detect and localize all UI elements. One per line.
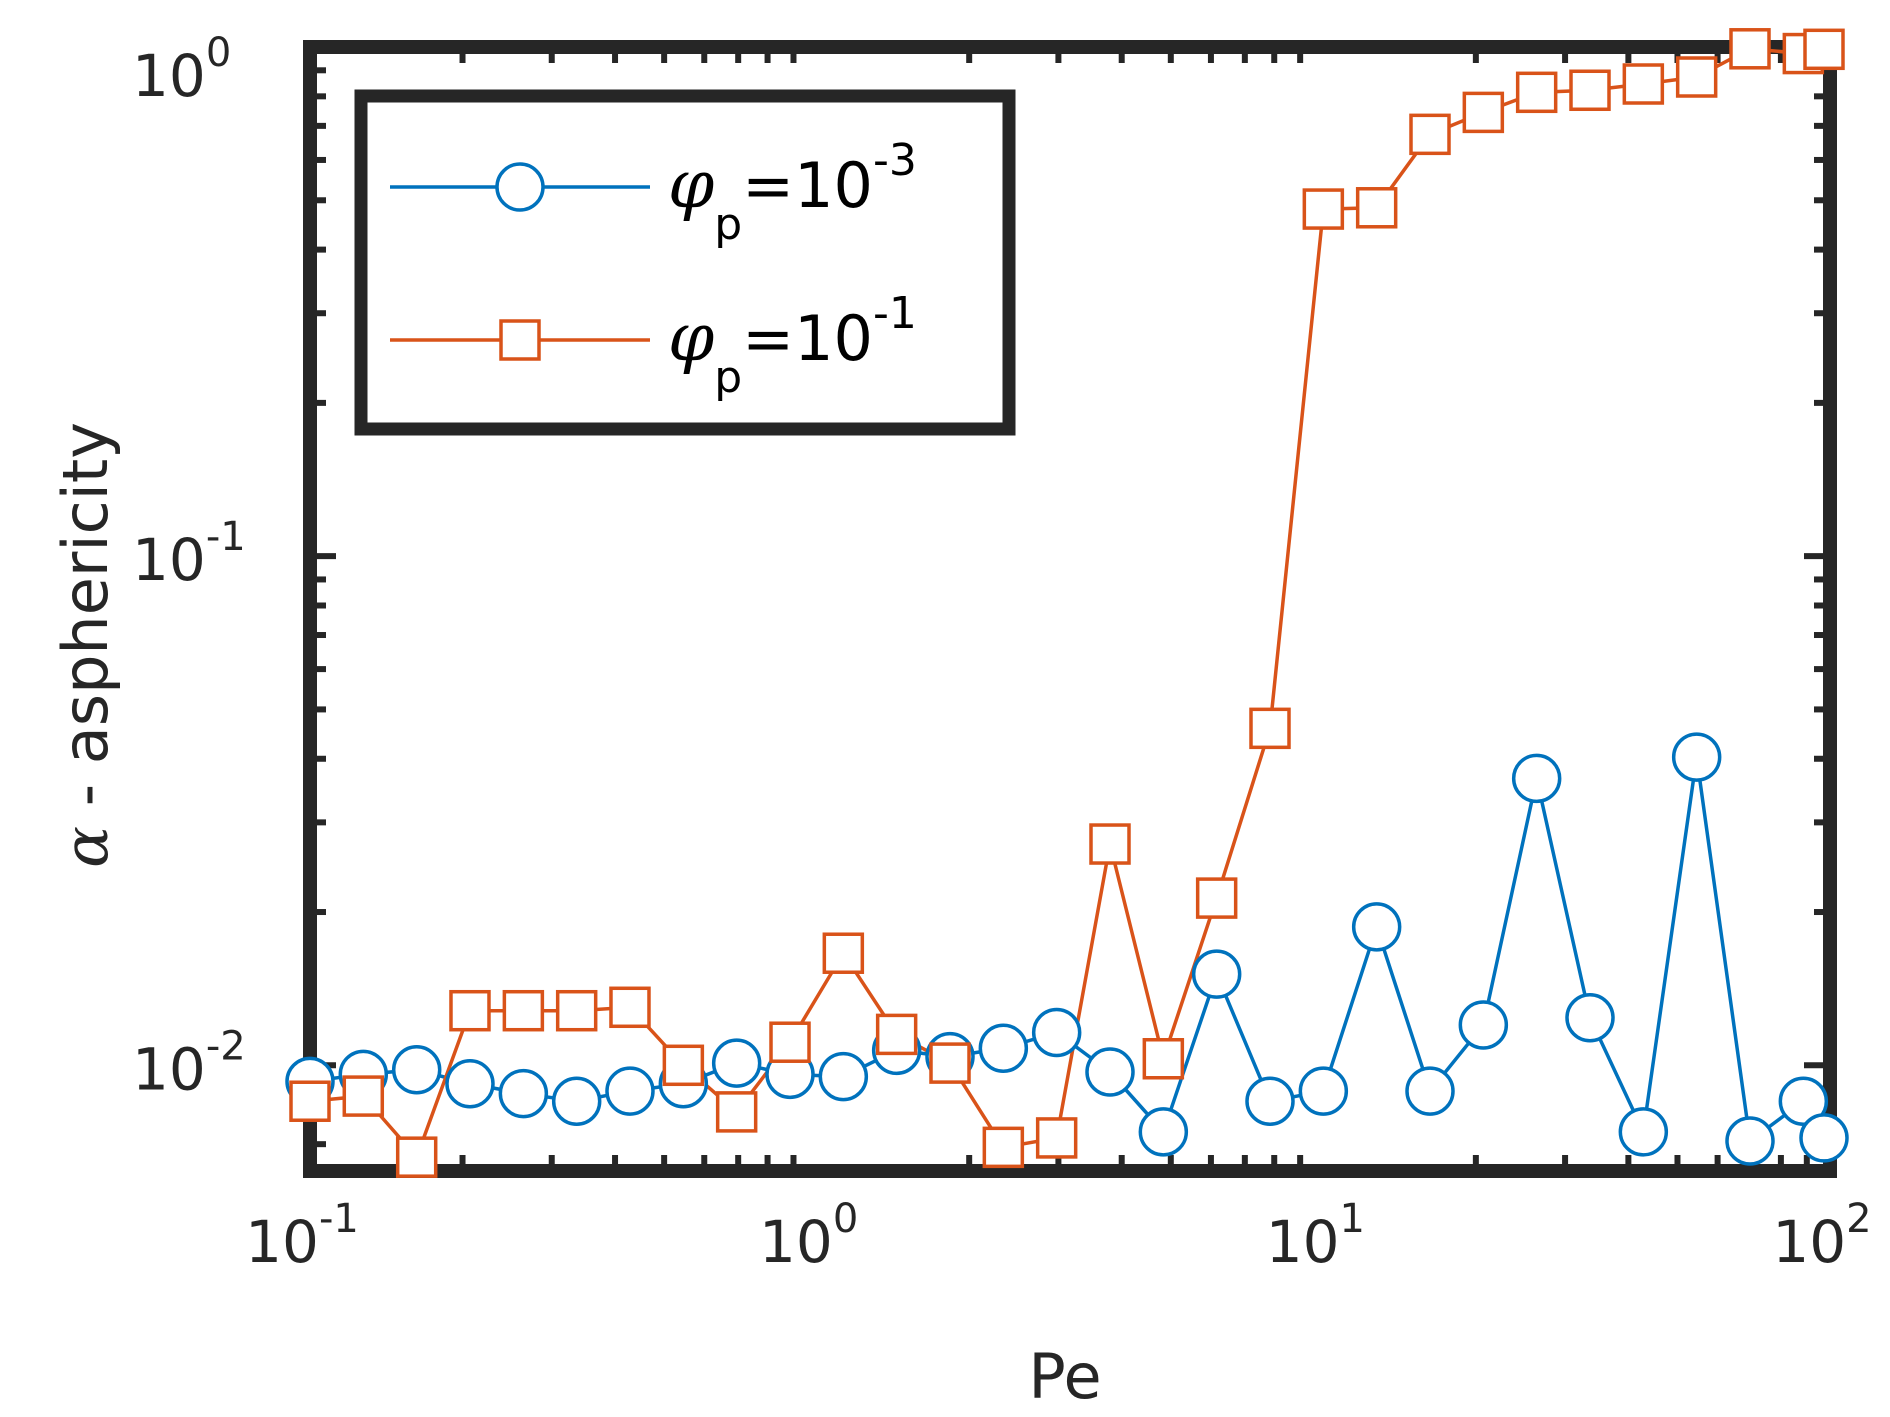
series-2-point [1515,71,1558,114]
series-2-point [342,1075,385,1117]
y-tick-label: 10-2 [132,1023,246,1103]
x-tick-label: 100 [759,1196,858,1276]
x-tick-label: 10-1 [245,1196,359,1276]
series-2-point [555,989,598,1032]
y-tick-label: 10-1 [132,514,246,594]
series-1-point [391,1045,442,1095]
legend-entries: φp=10-3 φp=10-1 [390,135,917,403]
series-2-point [1729,28,1771,70]
series-1-point [1351,902,1402,952]
legend-marker [499,319,541,361]
y-axis-label: α - asphericity [49,422,122,868]
series-2-point [502,989,545,1032]
series-2-point [1035,1117,1078,1159]
series-1-point [1671,732,1722,782]
svg-text:α - asphericity: α - asphericity [49,422,122,868]
series-2-point [715,1091,758,1133]
legend-marker [495,162,545,212]
x-tick-label: 102 [1772,1196,1871,1276]
series-1-point [1191,949,1242,999]
series-1-point [1511,753,1562,804]
series-1-point [498,1068,549,1119]
series-1-point [1245,1076,1295,1126]
series-2-point [395,1136,438,1178]
legend-label: φp=10-1 [668,288,917,403]
series-1-point [605,1066,655,1116]
series-markers [285,28,1849,1178]
legend-label: φp=10-3 [668,135,917,250]
series-2-point [982,1126,1025,1169]
y-tick-label: 100 [132,30,231,110]
series-2-point [929,1042,971,1084]
y-axis-label-symbol: α [49,826,122,868]
minor-ticks [310,47,1830,1171]
y-tick-labels: 10-2 10-1 100 [132,30,246,1103]
series-2-point [1803,28,1845,71]
series-2-point [769,1021,811,1063]
series-2-point [1409,113,1451,156]
series-2-point [662,1044,705,1087]
x-tick-label: 101 [1266,1196,1365,1276]
series-1-point [1618,1107,1669,1157]
series-1-point [818,1051,869,1102]
axes-box [303,40,1837,1178]
series-2-point [289,1080,331,1122]
plot-area [285,28,1849,1178]
series-2-point [1195,877,1238,919]
legend-entry-1: φp=10-3 [390,135,917,250]
series-2-point [822,932,865,974]
series-2-point [1462,91,1505,134]
series-1-point [1405,1066,1455,1116]
series-1-point [1778,1076,1829,1126]
series-2-point [1569,69,1611,112]
x-axis-label: Pe [1028,1340,1101,1413]
series-2-point [875,1013,918,1056]
series-1-point [1031,1007,1082,1058]
series-1-point [711,1038,762,1088]
series-2-point [1142,1038,1185,1080]
series-2-point [609,986,651,1029]
x-tick-labels: 10-1 100 101 102 [245,1196,1871,1276]
legend-entry-2: φp=10-1 [390,288,917,403]
legend: φp=10-3 φp=10-1 [354,89,1016,436]
legend-box [354,89,1016,436]
series-1-point [445,1058,495,1109]
series-2-point [1622,63,1665,105]
series-1-point [1799,1113,1849,1163]
series-1-point [1085,1047,1135,1097]
series-2-point [1249,707,1291,750]
series-1-point [551,1076,602,1126]
series-1-point [1565,992,1615,1043]
series-2-point [1675,56,1718,98]
series-2-point [1089,823,1131,865]
series-1-point [1458,1000,1509,1050]
series-1-point [1298,1066,1349,1116]
series-2-point [449,989,491,1032]
series-1-point [978,1023,1029,1074]
series-2-point [1302,188,1345,230]
y-axis-label-text: - asphericity [49,422,122,826]
series-1-point [1725,1116,1775,1166]
series-2-point [1355,187,1398,229]
series-1-point [1138,1107,1189,1157]
